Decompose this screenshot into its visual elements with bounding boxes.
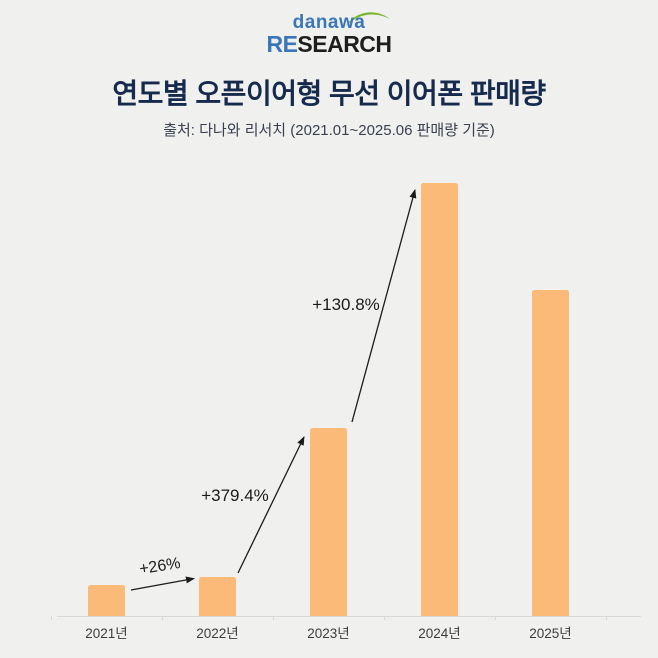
growth-label-2023-2024: +130.8%	[312, 295, 380, 314]
x-axis-label: 2024년	[418, 626, 461, 641]
danawa-wordmark-row: danawa	[292, 12, 391, 33]
research-search: SEARCH	[297, 31, 392, 57]
bar-2024년	[421, 183, 458, 616]
bar-cell	[162, 183, 273, 616]
research-wordmark: RESEARCH	[0, 33, 658, 56]
axis-tick	[162, 616, 163, 620]
x-axis-label: 2021년	[85, 626, 128, 641]
bars-container	[51, 183, 606, 616]
x-axis-labels: 2021년 2022년 2023년 2024년 2025년	[51, 622, 606, 642]
axis-tick	[273, 616, 274, 620]
danawa-wordmark: danawa	[292, 12, 366, 33]
swoosh-icon	[346, 12, 391, 26]
bar-cell	[273, 183, 384, 616]
bar-cell	[384, 183, 495, 616]
bar-cell	[51, 183, 162, 616]
bar-2021년	[88, 585, 125, 616]
axis-tick	[51, 616, 52, 620]
bar-cell	[495, 183, 606, 616]
x-axis-label: 2025년	[529, 626, 572, 641]
axis-tick	[384, 616, 385, 620]
danawa-research-logo: danawa RESEARCH	[0, 12, 658, 56]
chart-source-note: 출처: 다나와 리서치 (2021.01~2025.06 판매량 기준)	[163, 122, 495, 139]
growth-label-2022-2023: +379.4%	[201, 486, 269, 505]
bar-2025년	[532, 290, 569, 616]
bar-2022년	[199, 577, 236, 616]
axis-tick	[495, 616, 496, 620]
axis-tick	[606, 616, 607, 620]
x-axis-label: 2022년	[196, 626, 239, 641]
x-axis-label: 2023년	[307, 626, 350, 641]
x-axis-ticks	[51, 616, 607, 621]
page-title: 연도별 오픈이어형 무선 이어폰 판매량	[112, 78, 546, 109]
bar-2023년	[310, 428, 347, 616]
research-re: RE	[266, 31, 298, 57]
x-axis-line	[57, 616, 641, 617]
